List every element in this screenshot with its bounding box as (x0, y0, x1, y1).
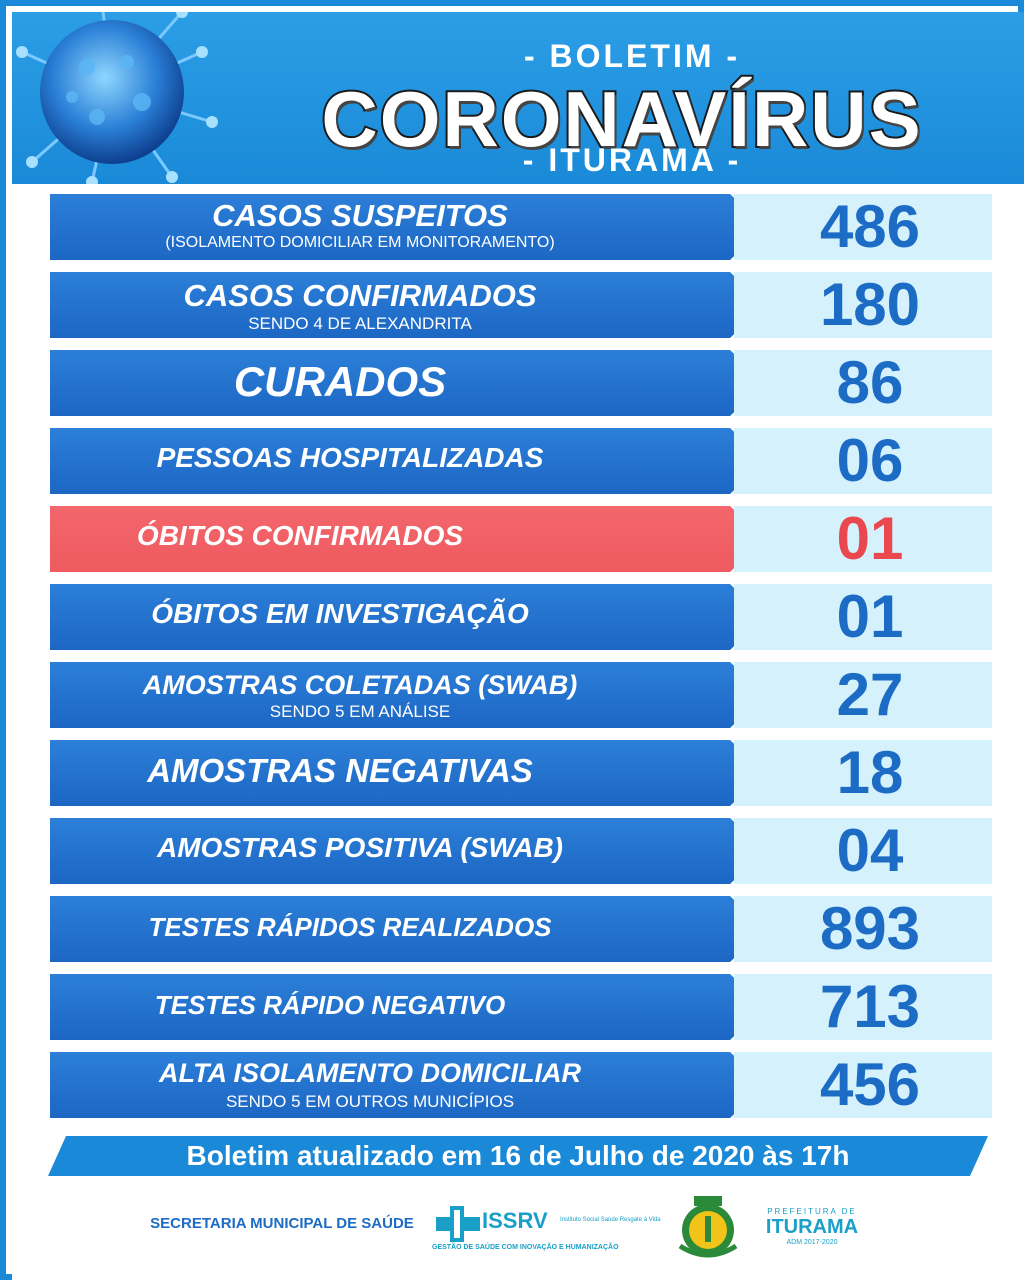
row-value: 893 (819, 895, 921, 962)
medical-cross-icon (436, 1206, 480, 1242)
title-coronavirus: CORONAVÍRUS (319, 73, 923, 165)
row-label: CURADOS (233, 358, 447, 405)
row-obitos-em-investigacao: ÓBITOS EM INVESTIGAÇÃO 01 (50, 584, 992, 650)
row-label: TESTES RÁPIDO NEGATIVO (154, 990, 506, 1020)
row-pessoas-hospitalizadas: PESSOAS HOSPITALIZADAS 06 (50, 428, 992, 494)
row-value: 06 (836, 427, 904, 494)
prefeitura-adm: ADM 2017-2020 (786, 1239, 838, 1246)
issrv-slogan: GESTÃO DE SAÚDE COM INOVAÇÃO E HUMANIZAÇ… (432, 1244, 619, 1251)
row-testes-rapido-negativo: TESTES RÁPIDO NEGATIVO 713 (50, 974, 992, 1040)
row-sublabel: SENDO 4 DE ALEXANDRITA (248, 314, 472, 333)
updated-banner: Boletim atualizado em 16 de Julho de 202… (48, 1136, 988, 1176)
row-value: 486 (819, 193, 921, 260)
row-sublabel: SENDO 5 EM ANÁLISE (269, 702, 451, 721)
row-label: AMOSTRAS COLETADAS (SWAB) (142, 670, 578, 700)
row-value: 01 (836, 583, 904, 650)
row-value: 180 (819, 271, 921, 338)
row-value-box (734, 974, 992, 1040)
row-sublabel: SENDO 5 EM OUTROS MUNICÍPIOS (225, 1092, 515, 1111)
row-value: 86 (836, 349, 904, 416)
virus-icon (16, 12, 218, 184)
row-label-box (50, 428, 765, 494)
issrv-name: ISSRV (482, 1208, 548, 1233)
prefeitura-logo: PREFEITURA DE ITURAMA ADM 2017-2020 (752, 1207, 872, 1246)
row-value-box (734, 428, 992, 494)
row-testes-rapidos-realizados: TESTES RÁPIDOS REALIZADOS 893 (50, 896, 992, 962)
issrv-tagline: Instituto Social Saúde Resgate à Vida (560, 1217, 661, 1223)
issrv-logo: ISSRV Instituto Social Saúde Resgate à V… (432, 1204, 661, 1254)
title-iturama: - ITURAMA - (522, 142, 742, 178)
row-value-box (734, 818, 992, 884)
row-value-box (734, 506, 992, 572)
row-value-box (734, 272, 992, 338)
row-label-box (50, 194, 765, 260)
row-label: AMOSTRAS NEGATIVAS (147, 752, 533, 789)
row-label-box (50, 896, 765, 962)
row-obitos-confirmados: ÓBITOS CONFIRMADOS 01 (50, 506, 992, 572)
row-label-box (50, 818, 765, 884)
row-label: ÓBITOS CONFIRMADOS (136, 520, 464, 551)
row-label-box (50, 272, 765, 338)
row-amostras-coletadas: AMOSTRAS COLETADAS (SWAB) SENDO 5 EM ANÁ… (50, 662, 992, 728)
prefeitura-name: ITURAMA (765, 1216, 859, 1238)
row-value-box (734, 194, 992, 260)
city-crest-icon (678, 1196, 738, 1258)
row-label-box (50, 506, 765, 572)
row-label-box (50, 350, 765, 416)
row-value-box (734, 896, 992, 962)
secretaria-label: SECRETARIA MUNICIPAL DE SAÚDE (150, 1215, 414, 1232)
row-label: ÓBITOS EM INVESTIGAÇÃO (151, 598, 529, 629)
row-curados: CURADOS 86 (50, 350, 992, 416)
row-value-box (734, 350, 992, 416)
row-value-box (734, 584, 992, 650)
row-value: 18 (836, 739, 904, 806)
row-amostras-negativas: AMOSTRAS NEGATIVAS 18 (50, 740, 992, 806)
row-label-box (50, 662, 765, 728)
row-value: 456 (819, 1051, 921, 1118)
row-value: 04 (836, 817, 904, 884)
row-label-box (50, 740, 765, 806)
updated-text: Boletim atualizado em 16 de Julho de 202… (186, 1140, 850, 1171)
row-label-box (50, 974, 765, 1040)
row-label: CASOS CONFIRMADOS (183, 278, 537, 313)
row-label: CASOS SUSPEITOS (212, 198, 508, 233)
row-label: TESTES RÁPIDOS REALIZADOS (148, 912, 552, 942)
row-value-box (734, 740, 992, 806)
row-value: 01 (836, 505, 904, 572)
row-label: PESSOAS HOSPITALIZADAS (156, 442, 544, 473)
header-banner: - BOLETIM - CORONAVÍRUS - ITURAMA - (12, 12, 1024, 184)
row-label: AMOSTRAS POSITIVA (SWAB) (157, 832, 563, 863)
row-label-box (50, 1052, 765, 1118)
row-alta-isolamento: ALTA ISOLAMENTO DOMICILIAR SENDO 5 EM OU… (50, 1052, 992, 1118)
row-value-box (734, 1052, 992, 1118)
row-value: 27 (836, 661, 904, 728)
row-casos-suspeitos: CASOS SUSPEITOS (ISOLAMENTO DOMICILIAR E… (50, 194, 992, 260)
row-label-box (50, 584, 765, 650)
row-value: 713 (819, 973, 921, 1040)
row-casos-confirmados: CASOS CONFIRMADOS SENDO 4 DE ALEXANDRITA… (50, 272, 992, 338)
row-value-box (734, 662, 992, 728)
row-amostras-positiva: AMOSTRAS POSITIVA (SWAB) 04 (50, 818, 992, 884)
prefeitura-pre: PREFEITURA DE (767, 1207, 857, 1216)
title-boletim: - BOLETIM - (523, 38, 741, 74)
row-sublabel: (ISOLAMENTO DOMICILIAR EM MONITORAMENTO) (165, 234, 555, 251)
row-label: ALTA ISOLAMENTO DOMICILIAR (159, 1058, 581, 1088)
stats-table: CASOS SUSPEITOS (ISOLAMENTO DOMICILIAR E… (12, 184, 1024, 1280)
